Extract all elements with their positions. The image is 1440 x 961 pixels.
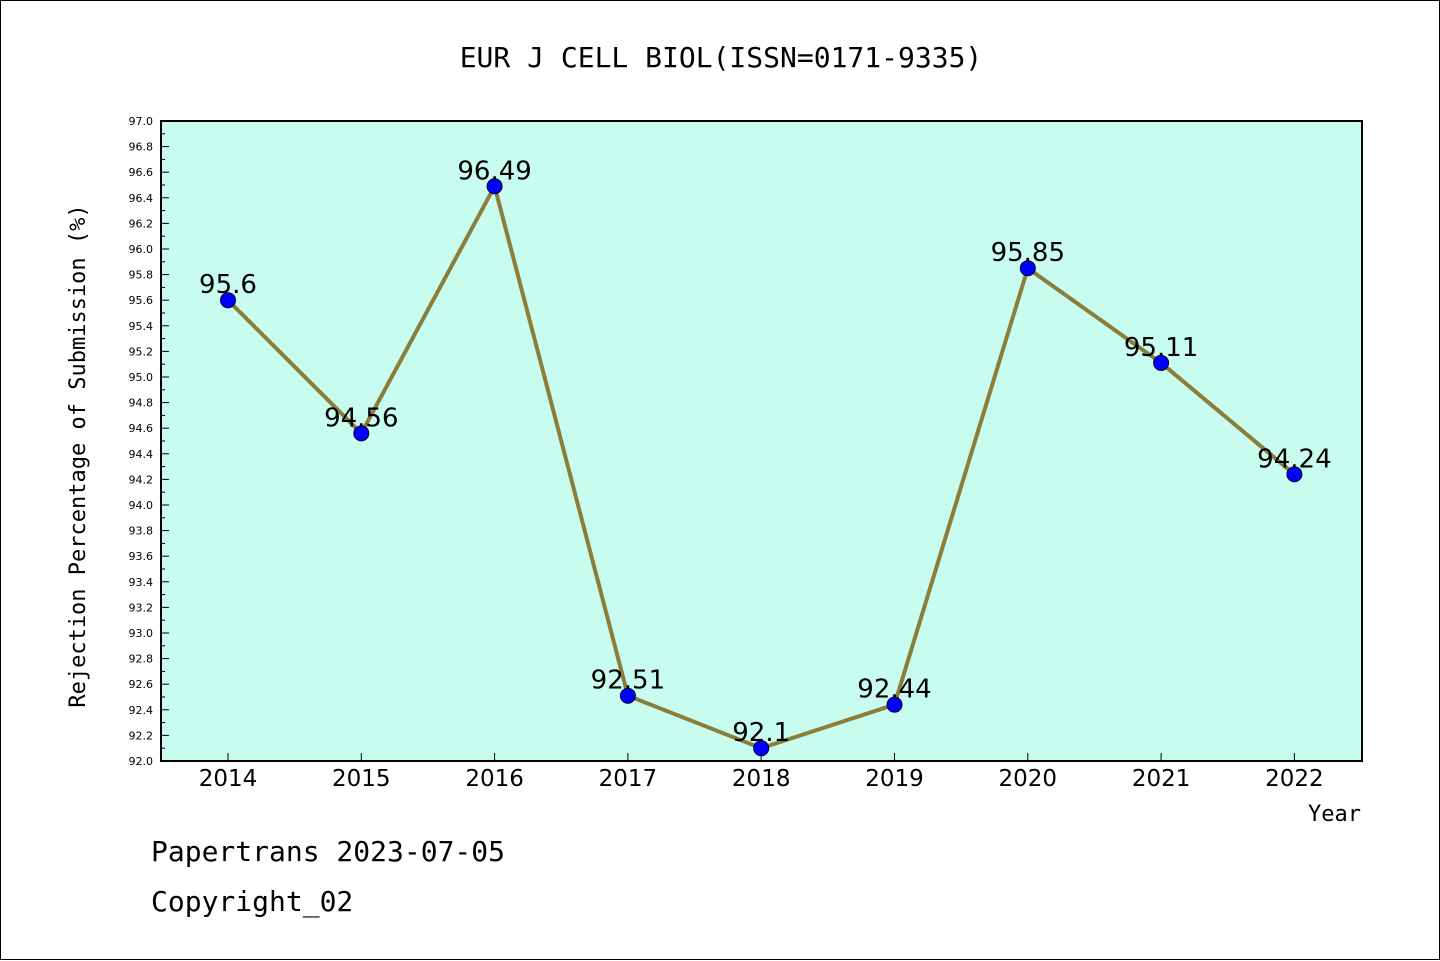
y-axis-title: Rejection Percentage of Submission (%) — [66, 204, 91, 707]
y-tick-label: 93.4 — [129, 576, 154, 589]
x-tick-label: 2021 — [1132, 766, 1191, 792]
series-markers — [220, 178, 1303, 757]
y-tick-label: 94.6 — [129, 422, 154, 435]
y-tick-label: 95.0 — [129, 371, 154, 384]
data-point-2014 — [220, 292, 236, 309]
y-tick-label: 97.0 — [129, 115, 154, 128]
y-tick-label: 96.0 — [129, 243, 154, 256]
data-label-2022: 94.24 — [1257, 444, 1331, 474]
data-label-2016: 96.49 — [457, 156, 531, 186]
x-axis-title: Year — [1308, 802, 1361, 827]
data-point-2018 — [753, 740, 770, 757]
data-label-2015: 94.56 — [324, 403, 398, 433]
data-point-2019 — [886, 696, 903, 713]
y-tick-label: 93.0 — [129, 627, 154, 640]
data-label-2021: 95.11 — [1124, 333, 1198, 363]
y-tick-label: 94.0 — [129, 499, 154, 512]
y-tick-label: 96.8 — [129, 141, 154, 154]
y-tick-label: 93.6 — [129, 550, 154, 563]
y-tick-label: 92.8 — [129, 653, 154, 666]
data-point-2022 — [1286, 466, 1303, 483]
x-tick-label: 2015 — [332, 766, 391, 792]
y-tick-label: 96.2 — [129, 217, 154, 230]
data-point-2020 — [1019, 260, 1036, 277]
y-tick-label: 94.8 — [129, 397, 154, 410]
y-tick-label: 92.4 — [129, 704, 154, 717]
x-tick-label: 2020 — [999, 766, 1058, 792]
y-tick-label: 96.4 — [129, 192, 154, 205]
x-tick-label: 2016 — [465, 766, 524, 792]
y-tick-label: 95.4 — [129, 320, 154, 333]
y-tick-label: 92.2 — [129, 729, 154, 742]
y-tick-label: 92.0 — [129, 755, 154, 768]
data-labels: 95.6 94.56 96.49 92.51 92.1 92.44 95.85 95.11 94… — [199, 156, 1332, 748]
plot-area — [160, 120, 1363, 762]
data-label-2017: 92.51 — [591, 666, 665, 696]
data-point-2015 — [353, 425, 370, 442]
data-label-2019: 92.44 — [857, 675, 931, 705]
footer-date-text: Papertrans 2023-07-05 — [151, 835, 506, 868]
data-point-2021 — [1153, 354, 1170, 371]
y-tick-label: 93.8 — [129, 525, 154, 538]
y-tick-label: 96.6 — [129, 166, 154, 179]
x-tick-label: 2019 — [865, 766, 924, 792]
y-tick-label: 95.8 — [129, 269, 154, 282]
y-axis: 92.0 92.2 92.4 92.6 92.8 93.0 93.2 93.4 93.6 93.8… — [129, 115, 169, 768]
y-tick-label: 94.4 — [129, 448, 154, 461]
data-label-2020: 95.85 — [991, 238, 1065, 268]
data-label-2018: 92.1 — [732, 718, 790, 748]
y-tick-label: 95.2 — [129, 345, 154, 358]
x-tick-label: 2022 — [1265, 766, 1324, 792]
x-axis: 2014 2015 2016 2017 2018 2019 2020 2021 2022 — [199, 753, 1324, 792]
data-label-2014: 95.6 — [199, 270, 257, 300]
x-tick-label: 2017 — [599, 766, 658, 792]
y-tick-label: 92.6 — [129, 678, 154, 691]
x-tick-label: 2018 — [732, 766, 791, 792]
data-point-2017 — [619, 687, 636, 704]
chart-title: EUR J CELL BIOL(ISSN=0171-9335) — [460, 41, 983, 74]
y-tick-label: 94.2 — [129, 473, 154, 486]
x-tick-label: 2014 — [199, 766, 258, 792]
y-tick-label: 93.2 — [129, 601, 154, 614]
y-tick-label: 95.6 — [129, 294, 154, 307]
data-point-2016 — [486, 178, 503, 195]
footer-copyright-text: Copyright_02 — [151, 885, 354, 918]
